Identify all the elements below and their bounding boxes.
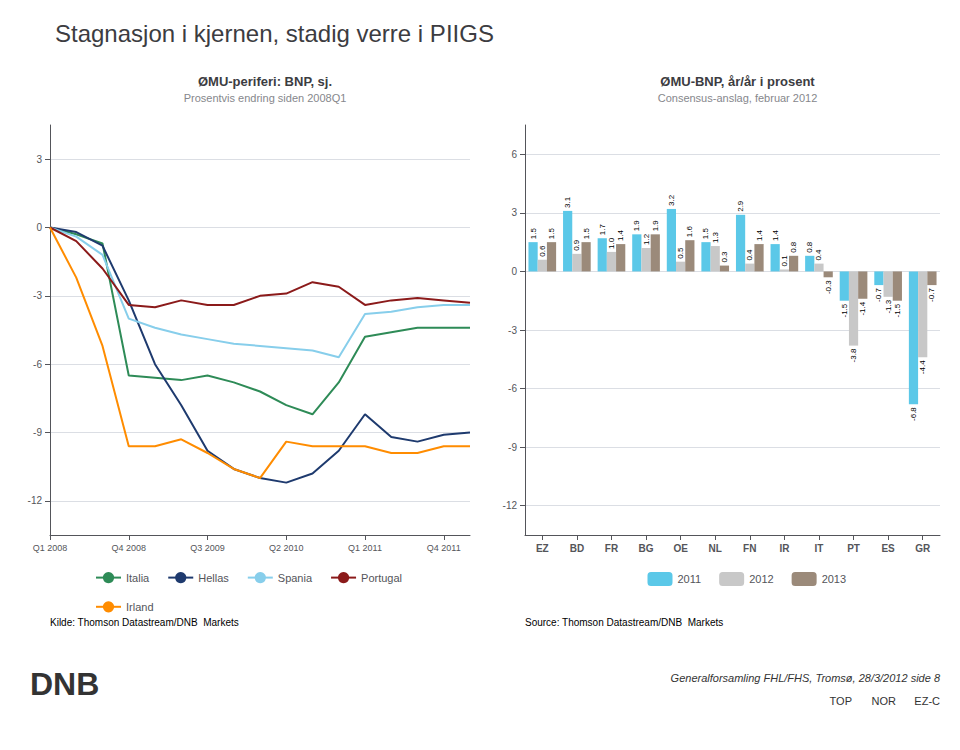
svg-text:-1.5: -1.5 — [840, 303, 849, 317]
svg-text:2011: 2011 — [678, 573, 702, 585]
svg-text:0: 0 — [511, 266, 517, 277]
svg-text:-9: -9 — [508, 442, 517, 453]
svg-text:3: 3 — [36, 154, 42, 165]
svg-text:-12: -12 — [28, 495, 43, 506]
svg-text:NOR: NOR — [872, 695, 897, 707]
svg-text:1.2: 1.2 — [642, 233, 651, 245]
svg-text:-4.4: -4.4 — [918, 360, 927, 374]
svg-text:Irland: Irland — [126, 601, 154, 613]
svg-text:-6: -6 — [508, 383, 517, 394]
svg-text:-12: -12 — [503, 500, 518, 511]
svg-text:-3.8: -3.8 — [849, 348, 858, 362]
svg-text:Source: Thomson Datastream/DNB: Source: Thomson Datastream/DNB Markets — [525, 617, 723, 628]
svg-text:0.4: 0.4 — [745, 249, 754, 261]
svg-text:-9: -9 — [33, 427, 42, 438]
svg-text:IR: IR — [779, 543, 790, 554]
svg-text:1.5: 1.5 — [582, 227, 591, 239]
svg-text:Q4 2011: Q4 2011 — [427, 543, 461, 553]
svg-text:BD: BD — [570, 543, 584, 554]
svg-text:TOP: TOP — [830, 695, 852, 707]
svg-text:1.4: 1.4 — [616, 229, 625, 241]
svg-text:3.1: 3.1 — [563, 196, 572, 208]
svg-text:0.4: 0.4 — [814, 249, 823, 261]
svg-text:DNB: DNB — [30, 666, 99, 702]
svg-text:0.8: 0.8 — [789, 241, 798, 253]
svg-text:1.0: 1.0 — [607, 237, 616, 249]
svg-text:PT: PT — [847, 543, 860, 554]
svg-text:1.5: 1.5 — [701, 227, 710, 239]
svg-text:-1.3: -1.3 — [884, 299, 893, 313]
svg-text:OE: OE — [673, 543, 688, 554]
svg-text:0.6: 0.6 — [538, 245, 547, 257]
svg-text:Q1 2008: Q1 2008 — [33, 543, 68, 553]
svg-text:EZ: EZ — [536, 543, 549, 554]
svg-text:2013: 2013 — [822, 573, 846, 585]
svg-text:1.4: 1.4 — [771, 229, 780, 241]
svg-text:IT: IT — [815, 543, 824, 554]
svg-text:-3: -3 — [33, 290, 42, 301]
svg-text:-1.4: -1.4 — [858, 301, 867, 315]
svg-text:ES: ES — [881, 543, 895, 554]
svg-text:3: 3 — [511, 207, 517, 218]
svg-text:-0.3: -0.3 — [824, 280, 833, 294]
svg-text:Q3 2009: Q3 2009 — [190, 543, 225, 553]
svg-text:0.5: 0.5 — [676, 247, 685, 259]
svg-text:-1.5: -1.5 — [893, 303, 902, 317]
svg-text:Prosentvis endring siden 2008Q: Prosentvis endring siden 2008Q1 — [184, 92, 347, 104]
svg-text:NL: NL — [709, 543, 722, 554]
svg-text:Hellas: Hellas — [198, 572, 229, 584]
svg-text:Stagnasjon i kjernen, stadig v: Stagnasjon i kjernen, stadig verre i PII… — [55, 20, 494, 47]
svg-text:1.9: 1.9 — [651, 220, 660, 232]
svg-text:1.9: 1.9 — [632, 220, 641, 232]
svg-text:1.3: 1.3 — [711, 231, 720, 243]
svg-text:Q2 2010: Q2 2010 — [269, 543, 304, 553]
svg-text:-0.7: -0.7 — [927, 288, 936, 302]
svg-text:-6: -6 — [33, 359, 42, 370]
svg-text:1.4: 1.4 — [755, 229, 764, 241]
svg-text:1.5: 1.5 — [529, 227, 538, 239]
svg-text:FN: FN — [743, 543, 756, 554]
svg-text:Consensus-anslag, februar 2012: Consensus-anslag, februar 2012 — [658, 92, 818, 104]
svg-text:FR: FR — [605, 543, 619, 554]
svg-text:0.3: 0.3 — [720, 251, 729, 263]
svg-text:6: 6 — [511, 149, 517, 160]
svg-text:Kilde: Thomson Datastream/DNB: Kilde: Thomson Datastream/DNB Markets — [50, 617, 239, 628]
svg-text:0: 0 — [36, 222, 42, 233]
svg-text:1.5: 1.5 — [547, 227, 556, 239]
svg-text:Q4 2008: Q4 2008 — [111, 543, 146, 553]
svg-text:2.9: 2.9 — [736, 200, 745, 212]
svg-text:-3: -3 — [508, 325, 517, 336]
svg-text:3.2: 3.2 — [667, 194, 676, 206]
svg-text:0.9: 0.9 — [572, 239, 581, 251]
svg-text:0.8: 0.8 — [805, 241, 814, 253]
svg-text:EZ-C: EZ-C — [914, 695, 940, 707]
svg-text:1.6: 1.6 — [685, 226, 694, 238]
svg-text:Generalforsamling FHL/FHS, Tro: Generalforsamling FHL/FHS, Tromsø, 28/3/… — [671, 672, 941, 684]
svg-text:Q1 2011: Q1 2011 — [348, 543, 382, 553]
svg-text:Portugal: Portugal — [361, 572, 402, 584]
svg-text:0.1: 0.1 — [780, 255, 789, 267]
svg-text:BG: BG — [639, 543, 654, 554]
svg-text:ØMU-BNP, år/år i prosent: ØMU-BNP, år/år i prosent — [660, 74, 815, 89]
svg-text:Italia: Italia — [126, 572, 150, 584]
svg-text:GR: GR — [915, 543, 931, 554]
svg-text:-0.7: -0.7 — [874, 288, 883, 302]
svg-text:ØMU-periferi: BNP, sj.: ØMU-periferi: BNP, sj. — [198, 74, 332, 89]
svg-text:-6.8: -6.8 — [909, 407, 918, 421]
svg-text:Spania: Spania — [278, 572, 313, 584]
svg-text:2012: 2012 — [749, 573, 773, 585]
svg-text:1.7: 1.7 — [598, 224, 607, 236]
